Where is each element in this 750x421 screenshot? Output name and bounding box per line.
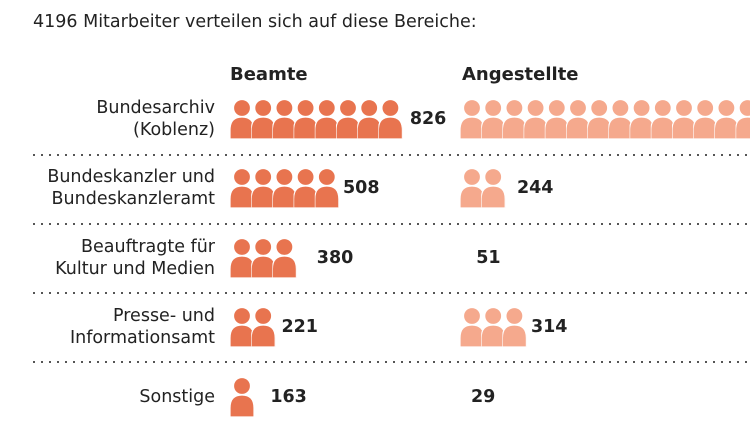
value-label: 51 xyxy=(476,248,500,268)
person-icon xyxy=(735,98,750,139)
person-icon xyxy=(544,98,569,139)
person-icon xyxy=(230,237,254,278)
column-header-angestellte: Angestellte xyxy=(462,64,579,85)
column-header-beamte: Beamte xyxy=(230,64,308,85)
intro-text: 4196 Mitarbeiter verteilen sich auf dies… xyxy=(33,12,477,32)
person-icon xyxy=(693,98,718,139)
person-icon xyxy=(523,98,548,139)
value-label: 314 xyxy=(531,317,568,337)
person-icon xyxy=(650,98,675,139)
person-icon xyxy=(481,306,506,347)
value-label: 508 xyxy=(343,178,380,198)
category-label: Presse- und Informationsamt xyxy=(70,306,215,348)
person-icon xyxy=(272,237,297,278)
person-icon xyxy=(587,98,612,139)
person-icon xyxy=(336,98,360,139)
person-icon xyxy=(378,98,403,139)
category-label: Bundeskanzler und Bundeskanzleramt xyxy=(47,167,215,209)
person-icon xyxy=(481,167,506,208)
person-icon xyxy=(293,167,318,208)
person-icon xyxy=(714,98,739,139)
person-icon xyxy=(566,98,590,139)
person-icon xyxy=(230,376,254,417)
category-label: Beauftragte für Kultur und Medien xyxy=(55,237,216,279)
person-icon xyxy=(293,237,313,278)
person-icon xyxy=(314,98,339,139)
person-icon xyxy=(502,98,527,139)
person-icon xyxy=(460,98,484,139)
person-icon xyxy=(251,167,276,208)
person-icon xyxy=(272,167,297,208)
person-icon xyxy=(230,98,254,139)
value-label: 244 xyxy=(517,178,554,198)
value-label: 29 xyxy=(471,387,495,407)
person-icon xyxy=(251,306,276,347)
person-icon xyxy=(251,237,276,278)
person-icon xyxy=(481,98,506,139)
person-icon xyxy=(314,167,339,208)
person-icon xyxy=(357,98,382,139)
person-icon xyxy=(272,98,297,139)
person-icon xyxy=(460,167,484,208)
person-icon xyxy=(293,98,318,139)
value-label: 380 xyxy=(317,248,354,268)
person-icon xyxy=(251,98,276,139)
person-icon xyxy=(460,306,484,347)
value-label: 826 xyxy=(410,109,447,129)
category-label: Bundesarchiv (Koblenz) xyxy=(96,98,215,140)
person-icon xyxy=(502,306,527,347)
person-icon xyxy=(672,98,696,139)
person-icon xyxy=(230,306,254,347)
person-icon xyxy=(608,98,633,139)
person-icon xyxy=(629,98,654,139)
category-label: Sonstige xyxy=(139,387,215,407)
person-icon xyxy=(230,167,254,208)
value-label: 221 xyxy=(281,317,318,337)
value-label: 163 xyxy=(270,387,307,407)
